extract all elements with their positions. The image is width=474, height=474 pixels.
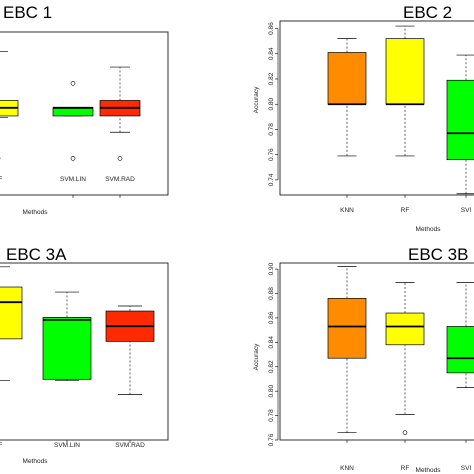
box-rf <box>385 25 425 157</box>
x-tick-label: SVI <box>461 465 472 472</box>
x-tick-label: SVM.RAD <box>115 442 145 449</box>
plot-frame <box>279 20 474 196</box>
box-body <box>385 312 425 346</box>
panel-title: EBC 3A <box>6 245 67 264</box>
box-body <box>0 286 23 340</box>
box-rf <box>385 282 425 435</box>
box-body <box>385 38 425 105</box>
x-tick-label: SVM.LIN <box>60 176 86 183</box>
box-body <box>327 298 367 359</box>
y-tick-label: 0.88 <box>268 287 275 300</box>
y-tick-label: 0.78 <box>268 123 275 136</box>
panel-title: EBC 1 <box>3 3 52 22</box>
box-svm <box>446 54 474 195</box>
box-svm-lin <box>42 291 92 381</box>
box-body <box>446 326 474 374</box>
outlier-point <box>117 156 123 161</box>
x-tick-label: SVM.LIN <box>54 442 80 449</box>
panel-title: EBC 3B <box>408 245 468 264</box>
x-tick-label: RF <box>0 176 2 183</box>
x-axis-label: Methods <box>23 458 49 465</box>
box-svm-rad <box>99 66 141 161</box>
y-tick-label: 0.78 <box>268 409 275 422</box>
x-tick-label: KNN <box>340 465 354 472</box>
y-tick-label: 0.86 <box>268 311 275 324</box>
x-tick-label: RF <box>401 207 410 214</box>
outlier-point <box>70 81 76 86</box>
plot-frame <box>0 31 169 196</box>
chart-panel-2: EBC 2 0.74 0.76 0.78 0.80 0.82 0.84 0.86 Accurac… <box>253 3 474 233</box>
y-tick-label: 0.80 <box>268 384 275 397</box>
box-svm-rad <box>105 305 155 395</box>
box-svm-lin <box>52 81 94 161</box>
box-rf <box>0 51 19 160</box>
y-tick-label: 0.74 <box>268 173 275 186</box>
x-axis-label: Methods <box>416 467 442 474</box>
plot-frame <box>279 262 474 441</box>
y-tick-label: 0.84 <box>268 336 275 349</box>
y-axis-label: Accuracy <box>253 343 260 370</box>
x-tick-label: RF <box>0 442 2 449</box>
y-tick-label: 0.82 <box>268 72 275 85</box>
box-svm <box>446 282 474 388</box>
box-body <box>52 107 94 117</box>
box-knn <box>327 38 367 157</box>
outlier-point <box>70 156 76 161</box>
box-body <box>42 317 92 380</box>
plot-frame <box>0 262 169 441</box>
box-knn <box>327 266 367 434</box>
y-tick-label: 0.80 <box>268 98 275 111</box>
chart-panel-4: EBC 3B 0.76 0.78 0.80 0.82 0.84 0.86 0.88 0.90 Ac… <box>253 245 474 474</box>
box-body <box>327 52 367 105</box>
x-tick-label: KNN <box>340 207 354 214</box>
x-tick-label: SVI <box>461 207 472 214</box>
y-tick-label: 0.76 <box>268 148 275 161</box>
x-tick-label: SVM.RAD <box>105 176 135 183</box>
y-tick-label: 0.82 <box>268 360 275 373</box>
y-tick-label: 0.86 <box>268 22 275 35</box>
chart-panel-1: EBC 1 RF SVM.LIN SVM.RAD Methods <box>0 3 169 216</box>
y-tick-label: 0.90 <box>268 262 275 275</box>
x-tick-label: RF <box>401 465 410 472</box>
y-tick-label: 0.84 <box>268 47 275 60</box>
x-axis-label: Methods <box>416 226 442 233</box>
x-axis-label: Methods <box>23 209 49 216</box>
box-body <box>446 79 474 161</box>
y-tick-label: 0.76 <box>268 433 275 446</box>
box-rf <box>0 266 23 381</box>
chart-panel-3: EBC 3A RF SVM.LIN SVM.RAD Methods <box>0 245 169 465</box>
y-axis-label: Accuracy <box>253 86 260 113</box>
outlier-point <box>402 430 408 435</box>
panel-title: EBC 2 <box>403 3 452 22</box>
